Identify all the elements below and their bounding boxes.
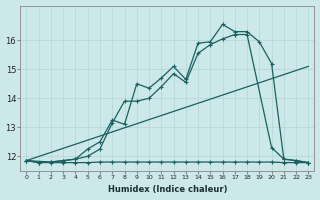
X-axis label: Humidex (Indice chaleur): Humidex (Indice chaleur) (108, 185, 227, 194)
